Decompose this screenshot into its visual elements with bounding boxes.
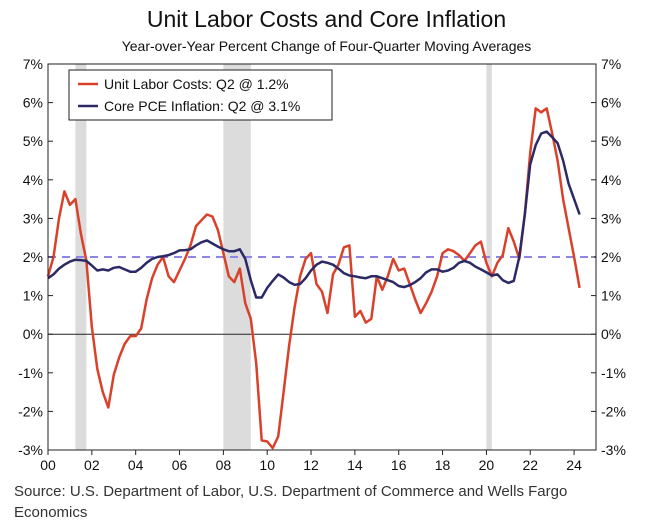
x-tick-label: 16 [391,457,407,473]
y-tick-label-left: 4% [23,172,43,188]
y-tick-label-left: -2% [18,403,43,419]
x-tick-label: 22 [522,457,538,473]
y-tick-label-right: 3% [601,210,621,226]
x-tick-label: 00 [40,457,56,473]
chart-subtitle: Year-over-Year Percent Change of Four-Qu… [121,38,532,54]
y-tick-label-right: -3% [601,442,626,458]
legend: Unit Labor Costs: Q2 @ 1.2% Core PCE Inf… [68,69,333,121]
y-tick-label-right: -1% [601,365,626,381]
y-tick-label-left: 0% [23,326,43,342]
x-tick-label: 06 [172,457,188,473]
y-tick-label-left: -1% [18,365,43,381]
x-tick-label: 08 [216,457,232,473]
y-tick-label-right: 0% [601,326,621,342]
y-tick-label-right: 2% [601,249,621,265]
y-tick-label-right: 7% [601,56,621,72]
y-tick-label-left: 1% [23,288,43,304]
x-tick-label: 24 [566,457,582,473]
x-tick-label: 02 [84,457,100,473]
x-tick-label: 14 [347,457,363,473]
series-line-core-pce [47,130,581,299]
y-tick-label-left: 5% [23,133,43,149]
y-axis-left-ticks: 7% 6% 5% 4% 3% 2% 1% 0% -1% -2% -3% [18,56,53,458]
x-tick-label: 18 [435,457,451,473]
y-tick-label-left: 3% [23,210,43,226]
y-axis-right-ticks: 7% 6% 5% 4% 3% 2% 1% 0% -1% -2% -3% [591,56,626,458]
source-note: Source: U.S. Department of Labor, U.S. D… [14,483,568,521]
y-tick-label-right: -2% [601,403,626,419]
y-tick-label-right: 6% [601,95,621,111]
legend-label-core-pce: Core PCE Inflation: Q2 @ 3.1% [104,98,300,114]
x-tick-label: 20 [479,457,495,473]
series-lines [46,107,581,450]
x-axis-ticks: 00 02 04 06 08 10 12 14 16 18 20 22 24 [40,450,582,473]
y-tick-label-right: 4% [601,172,621,188]
x-tick-label: 04 [128,457,144,473]
chart-title: Unit Labor Costs and Core Inflation [146,6,507,32]
legend-label-unit-labor-costs: Unit Labor Costs: Q2 @ 1.2% [104,76,289,92]
y-tick-label-left: 7% [23,56,43,72]
y-tick-label-left: 6% [23,95,43,111]
x-tick-label: 12 [303,457,319,473]
y-tick-label-left: 2% [23,249,43,265]
y-tick-label-right: 1% [601,288,621,304]
y-tick-label-left: -3% [18,442,43,458]
x-tick-label: 10 [259,457,275,473]
line-chart: 7% 6% 5% 4% 3% 2% 1% 0% -1% -2% -3% 7% 6% 5% 4% 3% 2% 1%… [18,56,626,473]
y-tick-label-right: 5% [601,133,621,149]
legend-box [68,69,333,121]
